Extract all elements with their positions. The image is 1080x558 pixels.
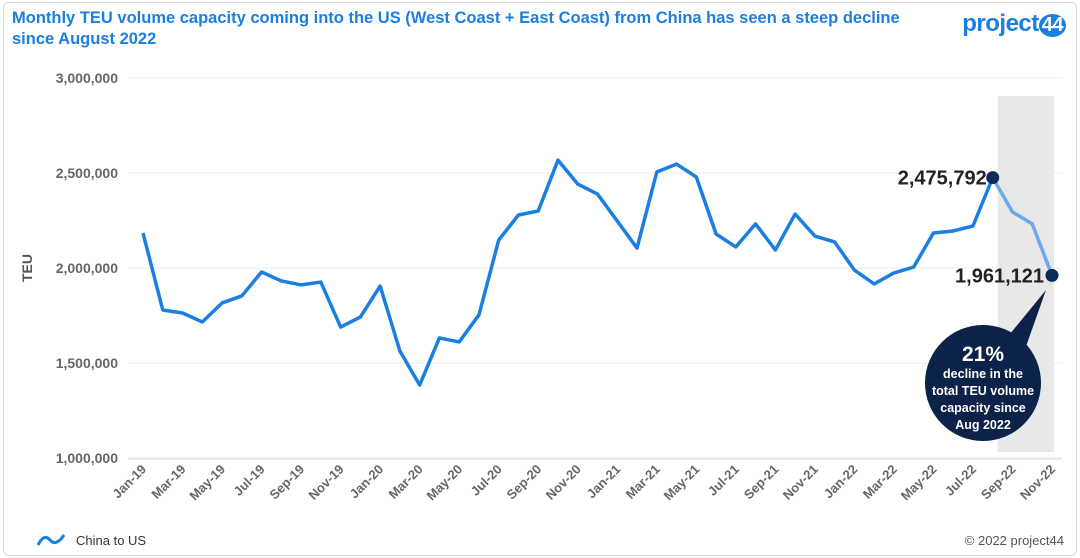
x-tick-label: Sep-19 — [266, 462, 307, 503]
x-tick-label: Jan-22 — [821, 462, 861, 502]
callout-percent: 21% — [962, 343, 1004, 366]
x-tick-label: Jul-21 — [705, 462, 742, 499]
x-tick-label: Jul-22 — [942, 462, 979, 499]
callout-text-line: total TEU volume — [932, 384, 1034, 398]
callout-text-line: Aug 2022 — [955, 418, 1011, 432]
callout-text-line: capacity since — [940, 401, 1026, 415]
callout-bubble — [925, 325, 1041, 441]
copyright: © 2022 project44 — [964, 533, 1064, 548]
legend: China to US — [36, 532, 146, 548]
x-tick-label: Jan-20 — [347, 462, 387, 502]
legend-label: China to US — [76, 532, 147, 548]
x-tick-label: May-19 — [186, 462, 228, 504]
y-tick-label: 3,000,000 — [56, 70, 118, 86]
x-tick-label: Mar-22 — [860, 462, 900, 502]
x-tick-label: Nov-19 — [305, 462, 346, 503]
x-tick-label: Sep-20 — [504, 462, 545, 503]
x-tick-label: Sep-22 — [978, 462, 1019, 503]
x-tick-label: May-20 — [424, 462, 466, 504]
x-tick-label: Mar-20 — [386, 462, 426, 502]
peak-value-label: 2,475,792 — [898, 168, 987, 190]
y-tick-label: 2,500,000 — [56, 165, 118, 181]
series-line-china-to-us — [141, 158, 995, 387]
y-tick-label: 2,000,000 — [56, 260, 118, 276]
y-tick-label: 1,500,000 — [56, 355, 118, 371]
x-tick-label: Mar-19 — [148, 462, 188, 502]
x-tick-label: Jan-21 — [584, 462, 624, 502]
x-tick-label: Sep-21 — [741, 462, 782, 503]
y-axis-label: TEU — [19, 254, 35, 282]
chart-title: Monthly TEU volume capacity coming into … — [12, 9, 900, 48]
x-tick-label: Mar-21 — [623, 462, 663, 502]
x-tick-label: Nov-22 — [1017, 462, 1058, 503]
legend-line-icon — [36, 534, 66, 546]
latest-value-label: 1,961,121 — [955, 265, 1044, 287]
x-tick-label: Jul-20 — [468, 462, 505, 499]
x-tick-label: Nov-20 — [543, 462, 584, 503]
y-tick-label: 1,000,000 — [56, 450, 118, 466]
chart-frame — [3, 2, 1077, 556]
series-line-decline-segment — [991, 176, 1054, 277]
x-tick-label: May-21 — [661, 462, 703, 504]
project44-logo: project 44 — [962, 10, 1066, 38]
x-tick-label: Jan-19 — [109, 462, 149, 502]
latest-marker — [1045, 268, 1059, 282]
x-tick-label: May-22 — [898, 462, 940, 504]
peak-marker — [986, 171, 1000, 185]
x-tick-label: Jul-19 — [231, 462, 268, 499]
callout-text-line: decline in the — [943, 367, 1023, 381]
x-tick-label: Nov-21 — [780, 462, 821, 503]
